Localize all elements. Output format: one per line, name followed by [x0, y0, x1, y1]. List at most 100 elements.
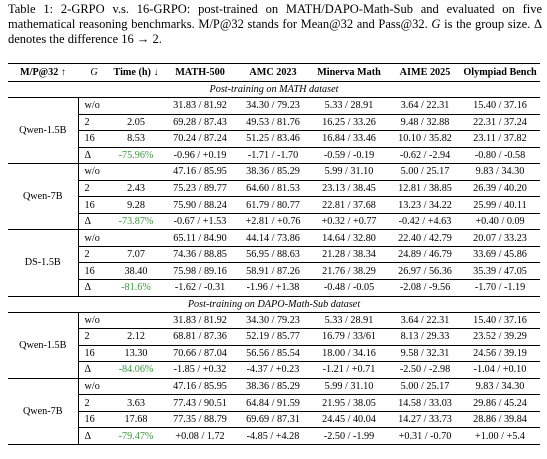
minerva-cell: 16.84 / 33.46	[308, 130, 390, 148]
aime2025-cell: 13.23 / 34.22	[390, 196, 460, 214]
group-size-cell: 2	[77, 394, 110, 412]
math500-cell: -0.67 / +1.53	[162, 212, 238, 230]
math500-cell: 77.35 / 88.79	[162, 410, 238, 428]
minerva-cell: 21.95 / 38.05	[308, 394, 390, 412]
math500-cell: -0.96 / +0.19	[162, 146, 238, 164]
time-cell	[110, 377, 162, 395]
math500-cell: 47.16 / 85.95	[162, 163, 238, 181]
table-row: DS-1.5B w/o 65.11 / 84.90 44.14 / 73.86 14.6…	[8, 229, 540, 297]
table-body: Post-training on MATH dataset Qwen-1.5B w/…	[8, 82, 540, 445]
time-cell: 2.43	[110, 179, 162, 197]
time-cell	[110, 311, 162, 329]
time-cell: 7.07	[110, 245, 162, 263]
table-row: 16 17.68 77.35 / 88.79 69.69 / 87.31 24.45 /…	[8, 410, 540, 428]
olympiad-cell: 24.56 / 39.19	[460, 344, 540, 362]
group-size-cell: 16	[77, 196, 110, 214]
olympiad-cell: 9.83 / 34.30	[460, 377, 540, 395]
olympiad-cell: 33.69 / 45.86	[460, 245, 540, 263]
math500-cell: 31.83 / 81.92	[162, 97, 238, 115]
caption-label: Table 1:	[8, 2, 54, 16]
olympiad-cell: 15.40 / 37.16	[460, 311, 540, 329]
aime2025-cell: 22.40 / 42.79	[390, 229, 460, 247]
olympiad-cell: 28.86 / 39.84	[460, 410, 540, 428]
time-cell: -79.47%	[110, 427, 162, 445]
table-row: Δ -84.06% -1.85 / +0.32 -4.37 / +0.23 -1.21 …	[8, 361, 540, 379]
minerva-cell: 5.33 / 28.91	[308, 311, 390, 329]
math500-cell: -1.62 / -0.31	[162, 279, 238, 297]
time-cell: 3.63	[110, 394, 162, 412]
minerva-cell: 16.79 / 33/61	[308, 328, 390, 346]
group-size-cell: w/o	[77, 311, 110, 329]
header-metric: M/P@32 ↑	[8, 63, 78, 82]
olympiad-cell: 23.11 / 37.82	[460, 130, 540, 148]
amc2023-cell: 64.60 / 81.53	[238, 179, 308, 197]
group-size-cell: Δ	[77, 212, 110, 230]
amc2023-cell: -4.85 / +4.28	[238, 427, 308, 445]
table-row: Qwen-1.5B w/o 31.83 / 81.92 34.30 / 79.23 5.…	[8, 311, 540, 379]
amc2023-cell: 49.53 / 81.76	[238, 113, 308, 131]
group-size-cell: 2	[77, 179, 110, 197]
aime2025-cell: 3.64 / 22.31	[390, 97, 460, 115]
olympiad-cell: -1.70 / -1.19	[460, 279, 540, 297]
olympiad-cell: +1.00 / +5.4	[460, 427, 540, 445]
table-row: Δ -73.87% -0.67 / +1.53 +2.81 / +0.76 +0.32 …	[8, 212, 540, 230]
group-size-cell: 16	[77, 344, 110, 362]
aime2025-cell: 12.81 / 38.85	[390, 179, 460, 197]
minerva-cell: 18.00 / 34.16	[308, 344, 390, 362]
model-name: Qwen-7B	[8, 163, 78, 230]
minerva-cell: +0.32 / +0.77	[308, 212, 390, 230]
olympiad-cell: -0.80 / -0.58	[460, 146, 540, 164]
results-table: M/P@32 ↑ G Time (h) ↓ MATH-500 AMC 2023 …	[8, 63, 540, 445]
olympiad-cell: 15.40 / 37.16	[460, 97, 540, 115]
time-cell: 9.28	[110, 196, 162, 214]
amc2023-cell: 38.36 / 85.29	[238, 377, 308, 395]
olympiad-cell: 22.31 / 37.24	[460, 113, 540, 131]
group-size-cell: Δ	[77, 279, 110, 297]
header-aime2025: AIME 2025	[390, 63, 460, 82]
olympiad-cell: -1.04 / +0.10	[460, 361, 540, 379]
model-name: Qwen-1.5B	[8, 96, 78, 164]
aime2025-cell: 14.58 / 33.03	[390, 394, 460, 412]
minerva-cell: 14.64 / 32.80	[308, 229, 390, 247]
minerva-cell: 5.33 / 28.91	[308, 97, 390, 115]
minerva-cell: 21.76 / 38.29	[308, 262, 390, 280]
minerva-cell: 22.81 / 37.68	[308, 196, 390, 214]
minerva-cell: 5.99 / 31.10	[308, 377, 390, 395]
section-title: Post-training on DAPO-Math-Sub dataset	[8, 295, 540, 313]
table-caption: Table 1: 2-GRPO v.s. 16-GRPO: post-train…	[8, 2, 542, 47]
model-name: Qwen-7B	[8, 377, 78, 445]
math500-cell: +0.08 / 1.72	[162, 427, 238, 445]
table-row: 16 8.53 70.24 / 87.24 51.25 / 83.46 16.84 / …	[8, 130, 540, 148]
aime2025-cell: 3.64 / 22.31	[390, 311, 460, 329]
math500-cell: 75.98 / 89.16	[162, 262, 238, 280]
group-size-cell: Δ	[77, 427, 110, 445]
model-name: Qwen-1.5B	[8, 311, 78, 379]
math500-cell: 70.24 / 87.24	[162, 130, 238, 148]
aime2025-cell: +0.31 / -0.70	[390, 427, 460, 445]
math500-cell: 77.43 / 90.51	[162, 394, 238, 412]
group-size-cell: w/o	[77, 377, 110, 395]
math500-cell: 74.36 / 88.85	[162, 245, 238, 263]
amc2023-cell: 56.56 / 85.54	[238, 344, 308, 362]
section-title-row: Post-training on DAPO-Math-Sub dataset	[8, 295, 540, 313]
amc2023-cell: -4.37 / +0.23	[238, 361, 308, 379]
amc2023-cell: 61.79 / 80.77	[238, 196, 308, 214]
olympiad-cell: 29.86 / 45.24	[460, 394, 540, 412]
minerva-cell: -2.50 / -1.99	[308, 427, 390, 445]
amc2023-cell: 34.30 / 79.23	[238, 311, 308, 329]
amc2023-cell: 69.69 / 87.31	[238, 410, 308, 428]
aime2025-cell: 10.10 / 35.82	[390, 130, 460, 148]
table-row: 16 9.28 75.90 / 88.24 61.79 / 80.77 22.81 / …	[8, 196, 540, 214]
group-size-cell: 2	[77, 245, 110, 263]
header-time: Time (h) ↓	[110, 63, 162, 82]
group-size-cell: 2	[77, 328, 110, 346]
time-cell	[110, 163, 162, 181]
amc2023-cell: 38.36 / 85.29	[238, 163, 308, 181]
math500-cell: -1.85 / +0.32	[162, 361, 238, 379]
table-row: 2 2.43 75.23 / 89.77 64.60 / 81.53 23.13 / 3…	[8, 179, 540, 197]
aime2025-cell: -2.50 / -2.98	[390, 361, 460, 379]
math500-cell: 65.11 / 84.90	[162, 229, 238, 247]
math500-cell: 31.83 / 81.92	[162, 311, 238, 329]
group-size-cell: w/o	[77, 97, 110, 115]
table-row: 16 13.30 70.66 / 87.04 56.56 / 85.54 18.00 /…	[8, 344, 540, 362]
